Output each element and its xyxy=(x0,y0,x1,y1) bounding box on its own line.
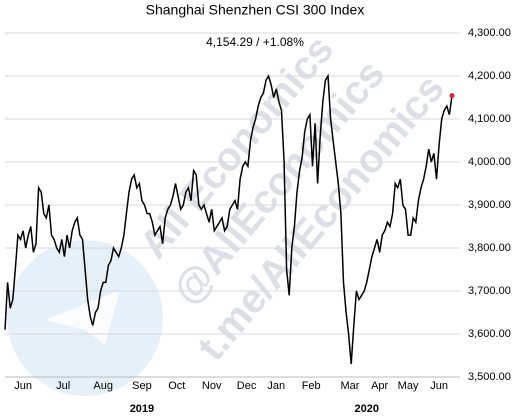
x-tick-label: Aug xyxy=(93,380,113,392)
x-tick-label: Apr xyxy=(371,380,388,392)
x-tick-label: Mar xyxy=(340,380,359,392)
x-tick-label: Jan xyxy=(267,380,285,392)
x-tick-label: Jun xyxy=(430,380,448,392)
chart-title: Shanghai Shenzhen CSI 300 Index xyxy=(146,2,365,18)
x-tick-label: Nov xyxy=(202,380,222,392)
last-point xyxy=(449,93,455,99)
year-label: 2019 xyxy=(130,403,154,415)
x-tick-label: Jun xyxy=(14,380,32,392)
y-tick-label: 3,900.00 xyxy=(468,199,511,211)
year-label: 2020 xyxy=(354,403,378,415)
x-tick-label: Oct xyxy=(168,380,185,392)
x-tick-label: Sep xyxy=(132,380,152,392)
chart-subtitle: 4,154.29 / +1.08% xyxy=(206,35,304,49)
y-tick-label: 3,700.00 xyxy=(468,285,511,297)
y-tick-label: 3,800.00 xyxy=(468,242,511,254)
y-tick-label: 3,500.00 xyxy=(468,371,511,383)
x-tick-label: Jul xyxy=(56,380,70,392)
y-tick-label: 4,000.00 xyxy=(468,156,511,168)
logo-plane xyxy=(45,290,120,345)
x-tick-label: Feb xyxy=(302,380,321,392)
x-tick-label: May xyxy=(398,380,419,392)
y-tick-label: 3,600.00 xyxy=(468,328,511,340)
y-tick-label: 4,100.00 xyxy=(468,113,511,125)
series-line xyxy=(4,73,453,365)
y-tick-label: 4,200.00 xyxy=(468,70,511,82)
x-tick-label: Dec xyxy=(237,380,257,392)
y-tick-label: 4,300.00 xyxy=(468,27,511,39)
